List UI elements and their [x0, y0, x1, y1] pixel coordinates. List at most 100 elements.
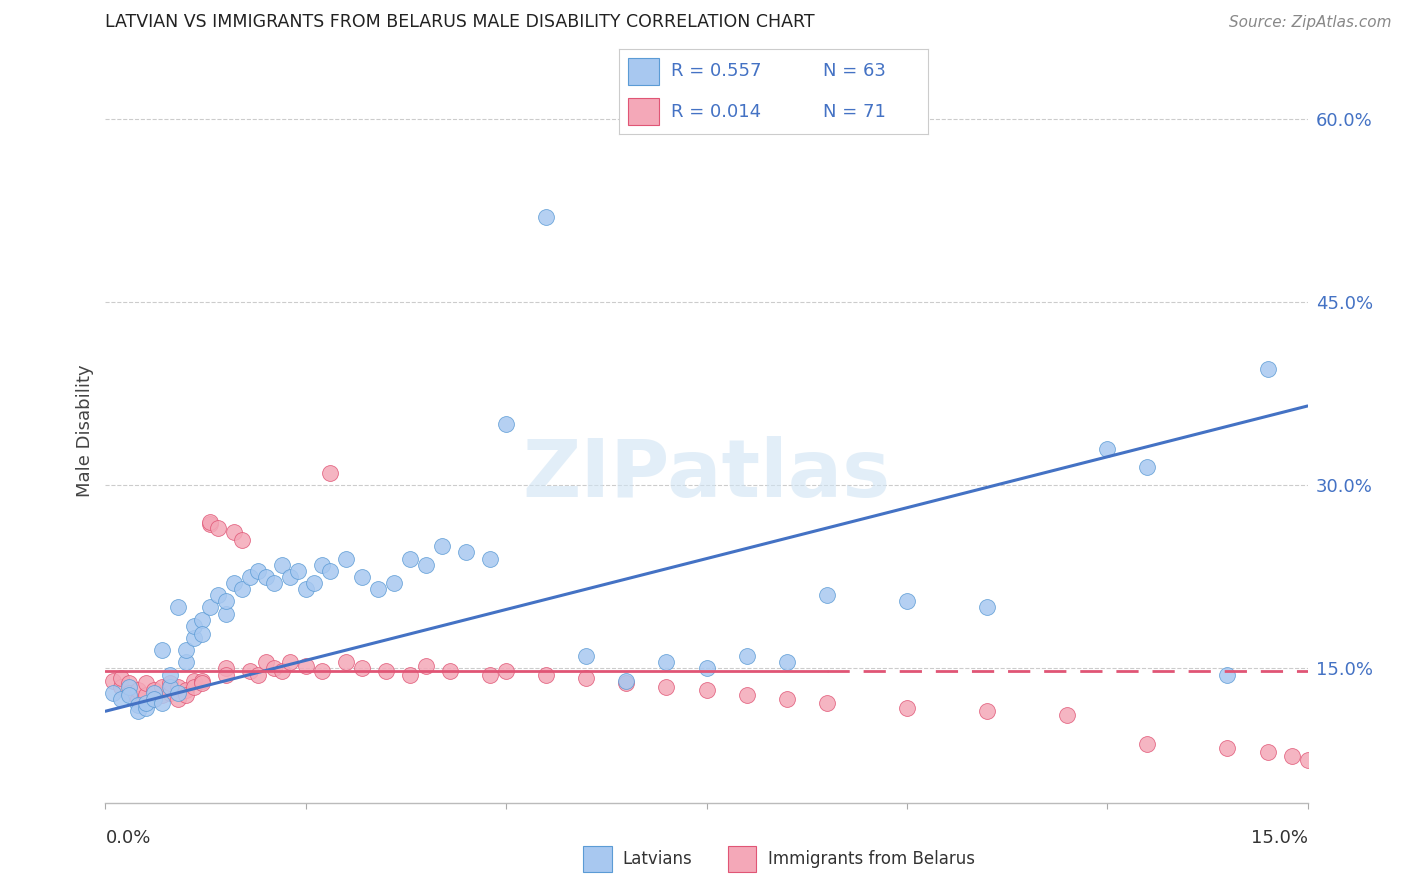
- Point: [166, 600, 188, 615]
- Text: 0.0%: 0.0%: [105, 829, 150, 847]
- Point: [1312, 756, 1334, 771]
- Point: [575, 671, 598, 685]
- Point: [350, 570, 373, 584]
- Point: [295, 582, 318, 596]
- Point: [1136, 737, 1159, 751]
- Point: [207, 521, 229, 535]
- FancyBboxPatch shape: [628, 98, 659, 126]
- Point: [430, 540, 453, 554]
- Text: 15.0%: 15.0%: [1250, 829, 1308, 847]
- Point: [118, 689, 141, 703]
- Text: N = 63: N = 63: [823, 62, 886, 80]
- Point: [1361, 765, 1384, 780]
- Text: R = 0.557: R = 0.557: [671, 62, 762, 80]
- Point: [190, 673, 212, 688]
- Point: [214, 607, 236, 621]
- Point: [118, 676, 141, 690]
- Point: [166, 692, 188, 706]
- Point: [815, 588, 838, 602]
- Point: [159, 667, 181, 681]
- Text: Immigrants from Belarus: Immigrants from Belarus: [768, 850, 974, 868]
- Point: [319, 564, 342, 578]
- Point: [231, 582, 253, 596]
- Point: [103, 686, 125, 700]
- Point: [976, 600, 998, 615]
- Point: [495, 664, 517, 678]
- Point: [222, 524, 245, 539]
- Point: [263, 661, 285, 675]
- Point: [735, 689, 758, 703]
- Point: [190, 676, 212, 690]
- Point: [278, 656, 301, 670]
- Point: [135, 676, 157, 690]
- Point: [1216, 667, 1239, 681]
- Point: [166, 686, 188, 700]
- Point: [479, 551, 502, 566]
- Point: [110, 671, 132, 685]
- Point: [239, 570, 262, 584]
- Point: [1216, 740, 1239, 755]
- Point: [142, 683, 165, 698]
- Point: [142, 686, 165, 700]
- Text: Source: ZipAtlas.com: Source: ZipAtlas.com: [1229, 15, 1392, 29]
- Point: [696, 661, 718, 675]
- Point: [534, 210, 557, 224]
- Point: [287, 564, 309, 578]
- Point: [696, 683, 718, 698]
- Point: [174, 656, 197, 670]
- Point: [214, 667, 236, 681]
- Point: [616, 676, 638, 690]
- Text: R = 0.014: R = 0.014: [671, 103, 762, 120]
- Point: [166, 680, 188, 694]
- Point: [439, 664, 461, 678]
- Point: [295, 659, 318, 673]
- Point: [127, 683, 149, 698]
- Point: [150, 689, 173, 703]
- Point: [815, 696, 838, 710]
- Point: [374, 664, 398, 678]
- Point: [150, 680, 173, 694]
- Point: [174, 683, 197, 698]
- Point: [190, 613, 212, 627]
- Point: [231, 533, 253, 548]
- Point: [110, 692, 132, 706]
- Y-axis label: Male Disability: Male Disability: [76, 364, 94, 497]
- Point: [399, 667, 422, 681]
- Point: [311, 558, 333, 572]
- Point: [174, 643, 197, 657]
- Point: [142, 692, 165, 706]
- Point: [198, 515, 221, 529]
- Point: [415, 659, 437, 673]
- Point: [270, 664, 292, 678]
- Text: Latvians: Latvians: [623, 850, 693, 868]
- Point: [214, 661, 236, 675]
- Point: [350, 661, 373, 675]
- Point: [207, 588, 229, 602]
- Point: [183, 680, 205, 694]
- Point: [1136, 460, 1159, 475]
- Point: [246, 564, 269, 578]
- Point: [198, 517, 221, 532]
- Point: [214, 594, 236, 608]
- Point: [319, 466, 342, 480]
- Point: [302, 576, 325, 591]
- Point: [159, 686, 181, 700]
- Point: [254, 570, 277, 584]
- Point: [183, 673, 205, 688]
- Point: [127, 692, 149, 706]
- Point: [367, 582, 389, 596]
- Point: [270, 558, 292, 572]
- Point: [454, 545, 477, 559]
- Point: [135, 689, 157, 703]
- Point: [222, 576, 245, 591]
- Point: [655, 680, 678, 694]
- Point: [976, 704, 998, 718]
- Point: [575, 649, 598, 664]
- Point: [263, 576, 285, 591]
- Point: [1097, 442, 1119, 456]
- Point: [1296, 753, 1319, 767]
- Point: [127, 698, 149, 712]
- Point: [103, 673, 125, 688]
- Point: [896, 700, 918, 714]
- Point: [1056, 707, 1078, 722]
